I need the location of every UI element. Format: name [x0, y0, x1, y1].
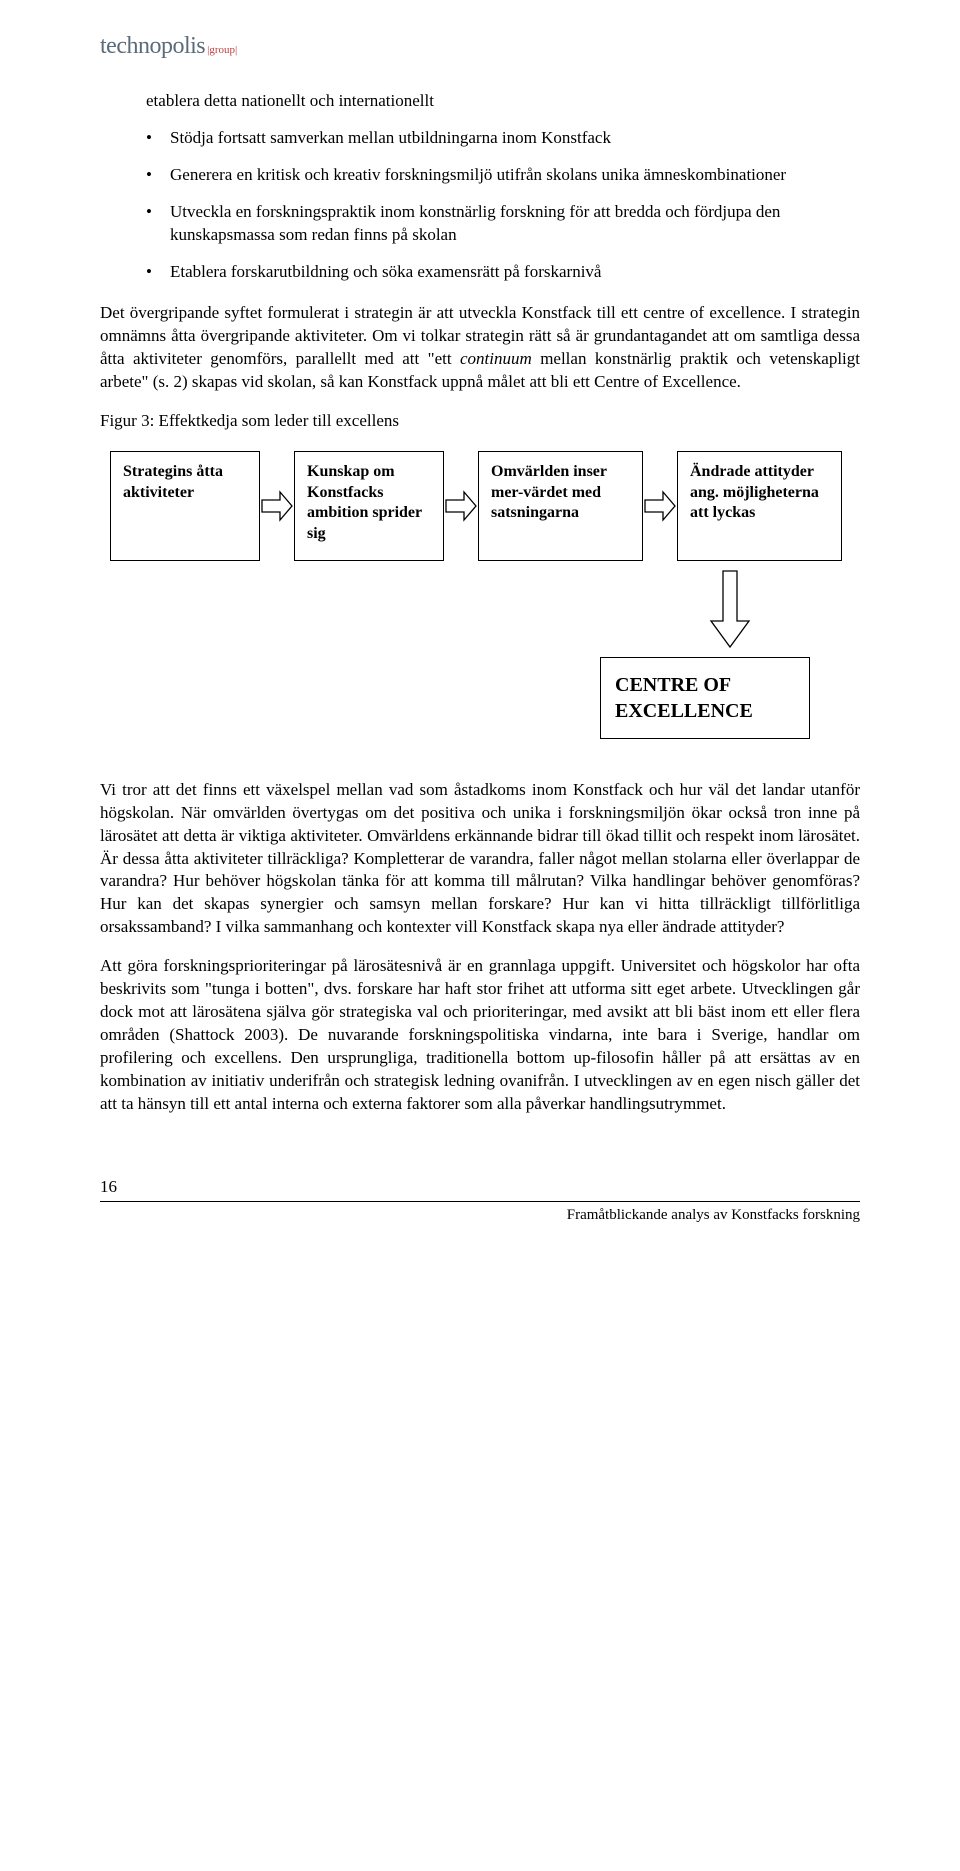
flow-node-1: Strategins åtta aktiviteter	[110, 451, 260, 561]
para1-italic: continuum	[460, 349, 532, 368]
flow-node-4: Ändrade attityder ang. möjligheterna att…	[677, 451, 842, 561]
paragraph-2: Vi tror att det finns ett växelspel mell…	[100, 779, 860, 940]
logo-sub: |group|	[207, 44, 237, 56]
flow-node-2: Kunskap om Konstfacks ambition sprider s…	[294, 451, 444, 561]
arrow-right-icon	[643, 486, 677, 526]
flow-result-node: CENTRE OF EXCELLENCE	[600, 657, 810, 739]
page-number: 16	[100, 1176, 860, 1199]
paragraph-1: Det övergripande syftet formulerat i str…	[100, 302, 860, 394]
footer-title: Framåtblickande analys av Konstfacks for…	[100, 1205, 860, 1225]
logo-main: technopolis	[100, 33, 205, 59]
footer-divider	[100, 1201, 860, 1202]
intro-text: etablera detta nationellt och internatio…	[146, 90, 860, 113]
arrow-down-wrap	[705, 569, 860, 649]
bullet-list: Stödja fortsatt samverkan mellan utbildn…	[146, 127, 860, 284]
paragraph-3: Att göra forskningsprioriteringar på lär…	[100, 955, 860, 1116]
list-item: Etablera forskarutbildning och söka exam…	[146, 261, 860, 284]
arrow-right-icon	[260, 486, 294, 526]
flow-row: Strategins åtta aktiviteter Kunskap om K…	[110, 451, 860, 561]
figure-caption: Figur 3: Effektkedja som leder till exce…	[100, 410, 860, 433]
result-row: CENTRE OF EXCELLENCE	[600, 657, 860, 739]
list-item: Generera en kritisk och kreativ forsknin…	[146, 164, 860, 187]
arrow-right-icon	[444, 486, 478, 526]
flowchart: Strategins åtta aktiviteter Kunskap om K…	[100, 451, 860, 739]
arrow-down-icon	[705, 569, 755, 649]
list-item: Stödja fortsatt samverkan mellan utbildn…	[146, 127, 860, 150]
brand-logo: technopolis|group|	[100, 30, 860, 62]
list-item: Utveckla en forskningspraktik inom konst…	[146, 201, 860, 247]
page-footer: 16 Framåtblickande analys av Konstfacks …	[100, 1176, 860, 1225]
flow-node-3: Omvärlden inser mer-värdet med satsninga…	[478, 451, 643, 561]
